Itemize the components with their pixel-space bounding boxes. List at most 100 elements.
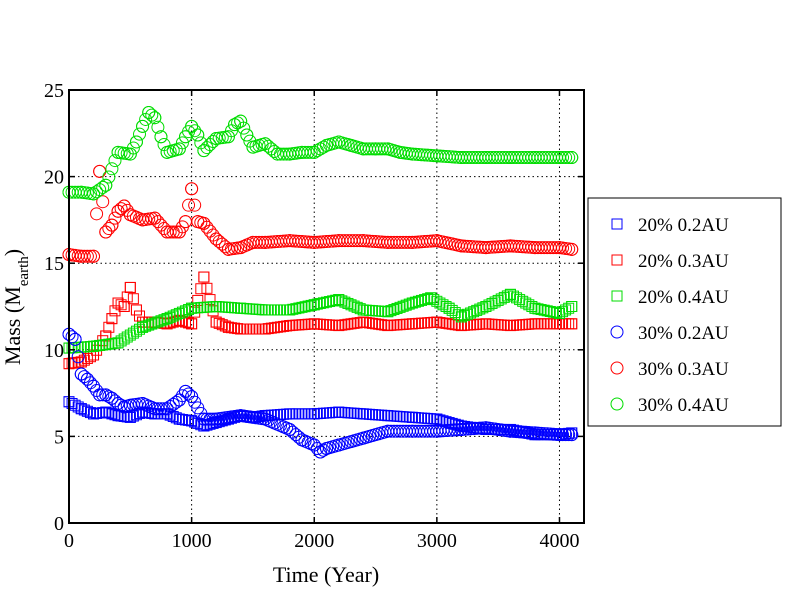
data-point [452, 309, 464, 321]
legend-marker [610, 361, 624, 375]
data-point [210, 316, 222, 328]
data-point [108, 211, 122, 225]
data-point [480, 423, 492, 435]
data-point [81, 405, 93, 417]
data-point [406, 411, 418, 423]
data-point [480, 301, 492, 312]
data-point [535, 304, 547, 316]
data-point [259, 323, 271, 335]
data-point [158, 314, 170, 326]
data-point [129, 135, 143, 149]
data-point [186, 415, 198, 427]
data-point [246, 140, 260, 154]
data-point [332, 438, 346, 452]
data-point [440, 301, 452, 312]
y-tick-label: 15 [44, 253, 64, 275]
data-point [503, 239, 517, 253]
data-point [382, 320, 394, 332]
data-point [71, 350, 85, 364]
legend-label: 20% 0.3AU [638, 251, 729, 272]
data-point [284, 408, 296, 420]
data-point [258, 137, 272, 151]
data-point [356, 234, 370, 248]
data-point [284, 304, 296, 316]
series-5 [62, 164, 579, 263]
data-point [77, 249, 91, 263]
data-point [133, 127, 147, 141]
data-point [81, 352, 93, 364]
legend-marker [611, 218, 623, 230]
data-point [99, 178, 113, 192]
data-point [313, 445, 327, 459]
data-point [198, 271, 210, 283]
data-point [357, 316, 369, 328]
data-point [234, 409, 248, 423]
data-point [109, 409, 121, 421]
legend-label: 30% 0.2AU [638, 323, 729, 344]
data-point [163, 225, 177, 239]
data-point [523, 299, 535, 311]
data-point [195, 283, 207, 295]
data-point [405, 424, 419, 438]
data-point [148, 211, 162, 225]
data-point [88, 408, 100, 420]
data-point [185, 182, 199, 196]
data-point [431, 413, 443, 425]
data-point [566, 301, 578, 312]
data-point [317, 297, 329, 309]
data-point [152, 316, 164, 328]
data-point [332, 135, 346, 149]
data-point [112, 337, 124, 349]
data-point [192, 294, 204, 306]
data-point [339, 296, 351, 308]
data-point [422, 293, 434, 305]
data-point [409, 296, 421, 308]
data-point [87, 249, 101, 263]
data-point [462, 308, 474, 320]
data-point [321, 296, 332, 308]
data-point [134, 310, 146, 322]
data-point [381, 142, 395, 156]
data-point [105, 162, 119, 176]
legend-box [587, 197, 782, 427]
data-point [213, 317, 225, 329]
data-point [112, 297, 124, 309]
data-point [437, 299, 449, 311]
legend-marker [610, 397, 624, 411]
data-point [172, 225, 186, 239]
data-point [458, 310, 470, 322]
data-point [430, 424, 444, 438]
data-point [75, 403, 87, 415]
data-point [553, 307, 565, 319]
data-point [127, 327, 139, 339]
data-point [538, 304, 550, 316]
data-point [88, 349, 100, 361]
data-point [183, 304, 195, 316]
data-point [126, 141, 140, 155]
data-point [221, 130, 235, 144]
data-point [302, 300, 314, 312]
y-axis-label-close: ) [0, 249, 25, 256]
data-point [479, 421, 493, 435]
data-point [161, 313, 173, 325]
data-point [394, 301, 406, 313]
data-point [191, 215, 205, 229]
data-point [430, 149, 444, 163]
data-point [117, 199, 131, 213]
data-point [532, 303, 544, 315]
data-point [299, 301, 311, 313]
data-point [430, 234, 444, 248]
data-point [237, 121, 251, 135]
plot-frame [68, 89, 585, 524]
data-point [93, 388, 107, 402]
data-point [356, 431, 370, 445]
data-point [504, 423, 516, 435]
data-point [176, 306, 188, 318]
data-point [504, 320, 516, 332]
data-point [416, 294, 428, 306]
data-point [320, 442, 333, 456]
y-axis-label-main: Mass (M [0, 286, 25, 365]
data-point [197, 144, 211, 158]
data-point [468, 306, 480, 318]
data-point [556, 428, 570, 442]
